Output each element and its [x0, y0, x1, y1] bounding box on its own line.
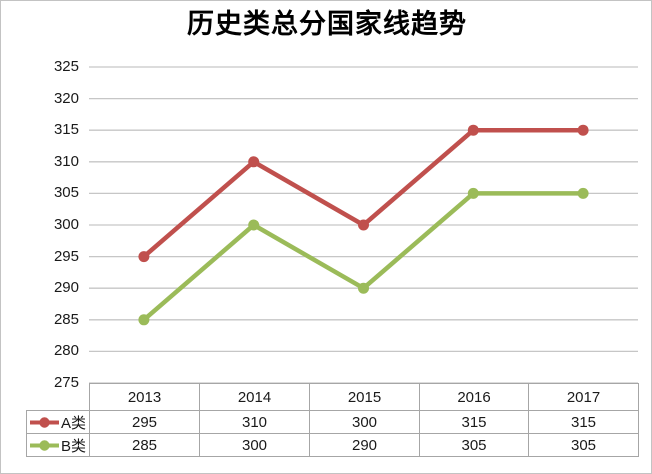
- y-axis-tick-label: 295: [53, 247, 79, 265]
- y-axis-tick-label: 285: [53, 310, 79, 328]
- series-name: A类: [61, 414, 87, 432]
- data-table: 2013 2014 2015 2016 2017 A类 295 310 300 …: [26, 383, 639, 457]
- table-row-series-b: B类 285 300 290 305 305: [26, 433, 639, 457]
- table-value: 305: [419, 433, 529, 457]
- data-point-marker: [577, 187, 589, 199]
- series-name: B类: [61, 437, 87, 455]
- data-point-marker: [138, 314, 150, 326]
- data-point-marker: [358, 219, 369, 231]
- y-axis-tick-label: 305: [53, 184, 79, 202]
- y-axis-tick-label: 325: [53, 58, 79, 75]
- data-point-marker: [577, 124, 589, 136]
- table-value: 315: [419, 410, 529, 434]
- table-value: 300: [309, 410, 420, 434]
- legend-cell-series-a: A类: [26, 410, 90, 434]
- legend-cell-series-b: B类: [26, 433, 90, 457]
- table-value: 295: [89, 410, 200, 434]
- table-value: 300: [199, 433, 310, 457]
- table-value: 315: [528, 410, 639, 434]
- category-header: 2017: [528, 383, 639, 411]
- chart-title: 历史类总分国家线趋势: [187, 9, 467, 40]
- category-header: 2014: [199, 383, 310, 411]
- y-axis-tick-label: 280: [53, 342, 79, 360]
- table-value: 305: [528, 433, 639, 457]
- y-axis-tick-label: 300: [53, 216, 79, 233]
- legend-entry: A类: [28, 412, 89, 433]
- y-axis-tick-label: 290: [53, 279, 79, 297]
- y-axis-tick-label: 275: [53, 374, 79, 391]
- category-header: 2015: [309, 383, 420, 411]
- data-point-marker: [467, 187, 479, 199]
- y-axis-tick-label: 315: [53, 121, 79, 139]
- legend-line-marker-icon: [30, 416, 59, 428]
- y-axis-tick-label: 310: [53, 152, 79, 170]
- table-corner-cell: [27, 384, 90, 411]
- table-row-series-a: A类 295 310 300 315 315: [26, 410, 639, 434]
- category-header: 2016: [419, 383, 529, 411]
- legend-line-marker-icon: [30, 439, 59, 451]
- category-header: 2013: [89, 383, 200, 411]
- data-point-marker: [138, 251, 150, 263]
- table-value: 285: [89, 433, 200, 457]
- table-value: 290: [309, 433, 420, 457]
- y-axis-tick-label: 320: [53, 89, 79, 107]
- data-point-marker: [358, 282, 369, 294]
- table-value: 310: [199, 410, 310, 434]
- data-point-marker: [248, 156, 260, 168]
- legend-entry: B类: [28, 435, 89, 456]
- data-point-marker: [248, 219, 260, 231]
- table-header-row: 2013 2014 2015 2016 2017: [27, 383, 639, 411]
- data-point-marker: [467, 124, 479, 136]
